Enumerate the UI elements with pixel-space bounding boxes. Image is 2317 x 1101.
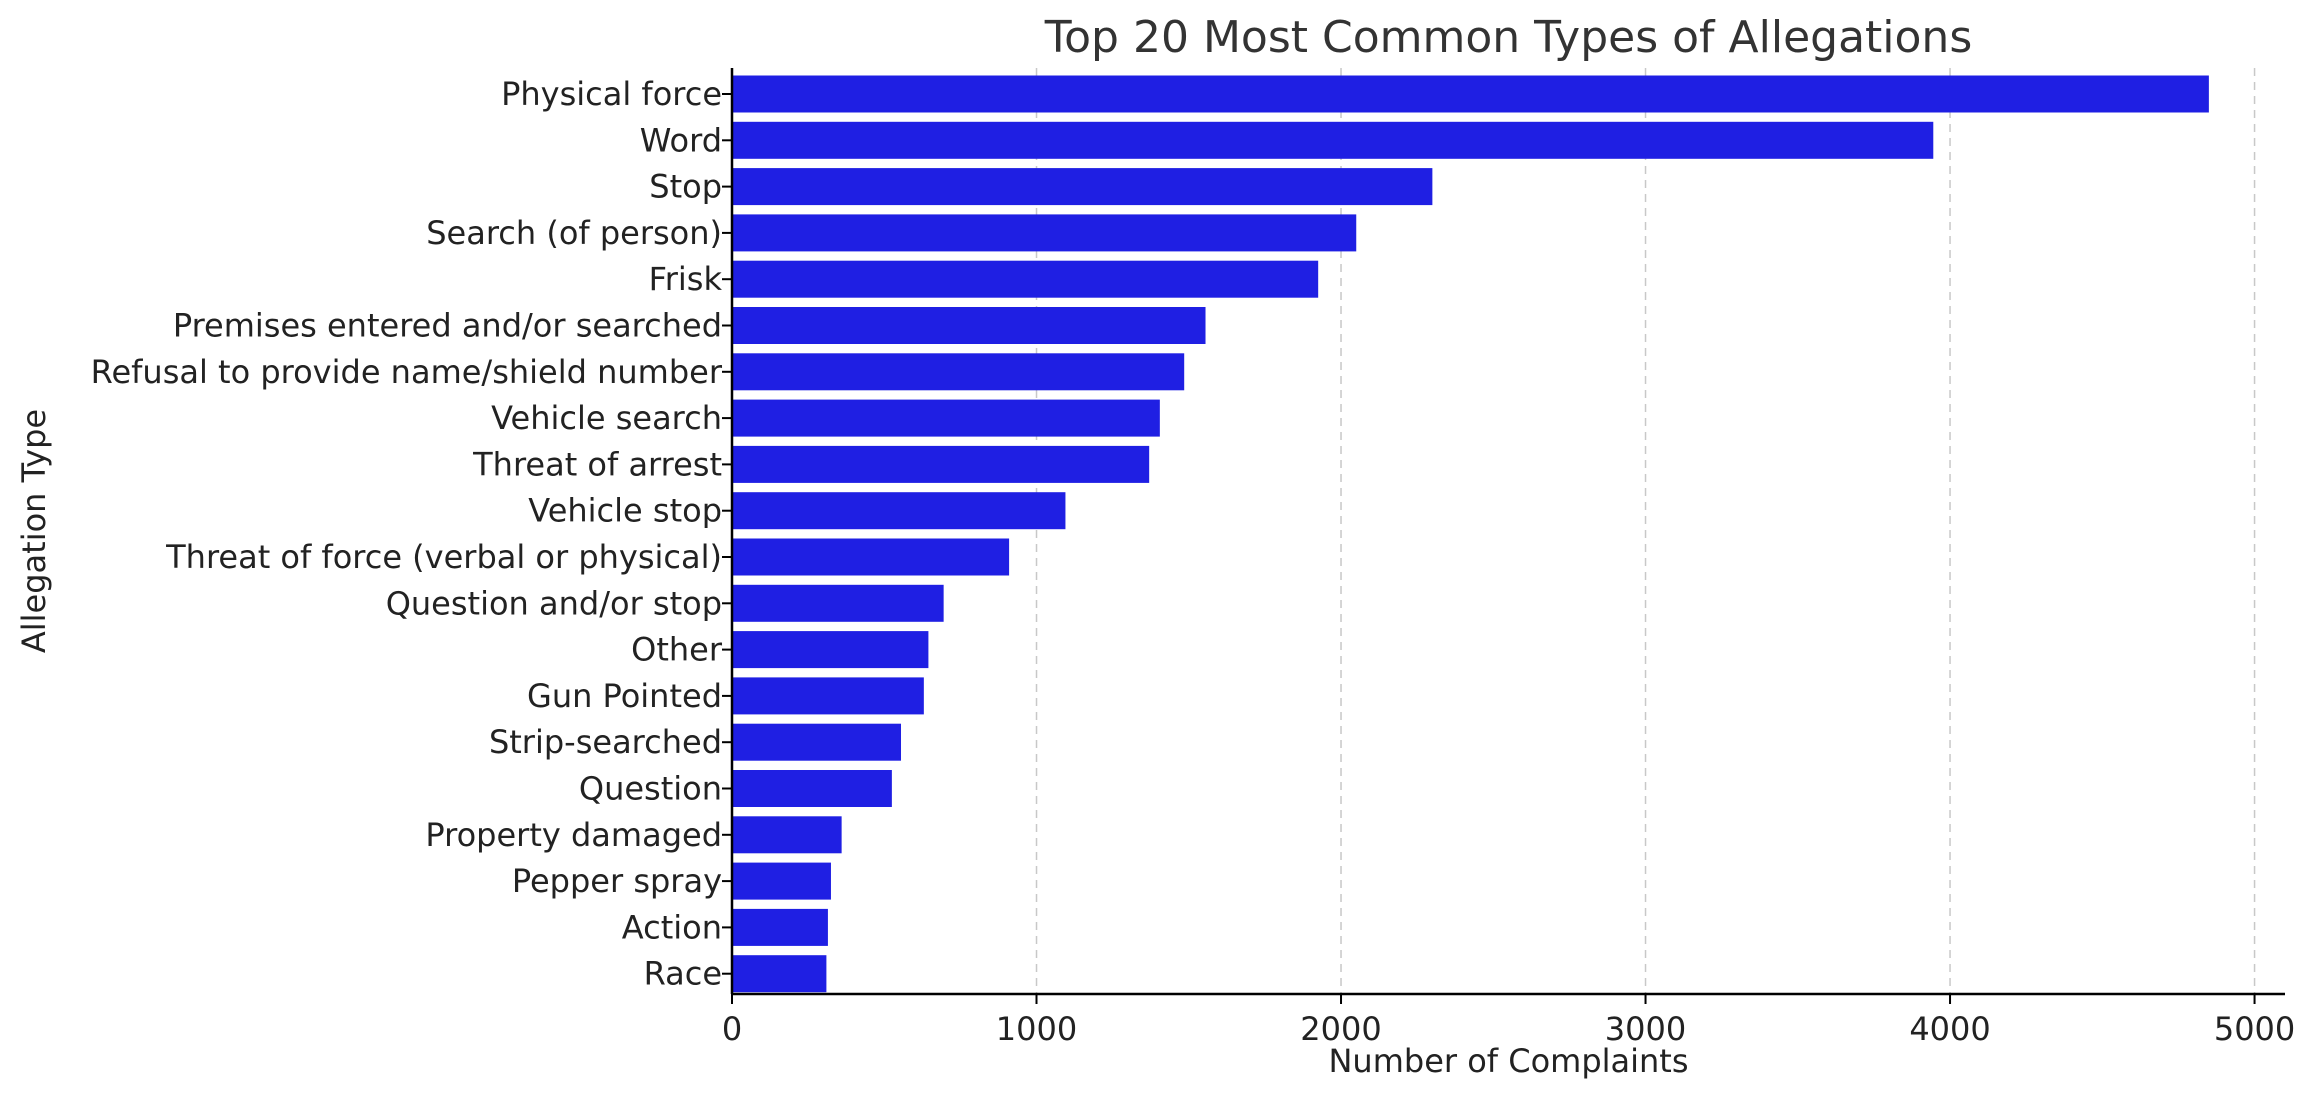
bar (732, 584, 944, 622)
y-tick-label: Action (622, 908, 722, 946)
bar (732, 538, 1010, 576)
labels: Top 20 Most Common Types of Allegations … (15, 12, 1972, 1080)
bars (732, 75, 2209, 993)
bar (732, 955, 827, 993)
x-tick-label: 4000 (1909, 1010, 1990, 1048)
y-tick-label: Search (of person) (426, 214, 722, 252)
y-tick-label: Property damaged (425, 816, 722, 854)
y-tick-label: Vehicle search (491, 399, 722, 437)
bar (732, 75, 2209, 113)
y-axis-label: Allegation Type (15, 409, 53, 653)
bar (732, 399, 1160, 437)
y-tick-label: Race (644, 955, 722, 993)
y-tick-label: Question and/or stop (386, 584, 722, 622)
bar (732, 214, 1357, 252)
bar (732, 168, 1433, 206)
y-tick-label: Premises entered and/or searched (173, 307, 722, 345)
bar (732, 677, 924, 715)
y-tick-label: Frisk (649, 260, 723, 298)
y-tick-label: Question (579, 770, 722, 808)
bar (732, 631, 929, 669)
x-tick-label: 0 (722, 1010, 742, 1048)
bar (732, 816, 842, 854)
bar (732, 260, 1319, 298)
x-tick-label: 1000 (996, 1010, 1077, 1048)
x-tick-label: 3000 (1605, 1010, 1686, 1048)
y-tick-label: Refusal to provide name/shield number (91, 353, 723, 391)
y-tick-label: Strip-searched (489, 723, 722, 761)
chart-title: Top 20 Most Common Types of Allegations (1044, 12, 1973, 63)
bar (732, 492, 1066, 530)
y-tick-label: Pepper spray (512, 862, 722, 900)
bar (732, 770, 892, 807)
bar (732, 445, 1150, 483)
x-tick-label: 2000 (1300, 1010, 1381, 1048)
y-tick-label: Threat of arrest (472, 445, 722, 483)
axes: 0 1000 2000 3000 4000 5000 Physical force Word S… (91, 68, 2295, 1048)
bar (732, 862, 831, 900)
y-tick-label: Word (640, 121, 722, 159)
y-tick-label: Stop (649, 168, 722, 206)
x-axis-label: Number of Complaints (1328, 1042, 1688, 1080)
y-tick-label: Threat of force (verbal or physical) (165, 538, 722, 576)
bar (732, 353, 1185, 391)
bar (732, 723, 902, 761)
gridlines (1035, 68, 2256, 994)
y-tick-label: Other (631, 631, 723, 669)
y-tick-label: Vehicle stop (528, 492, 722, 530)
bar (732, 307, 1206, 344)
y-tick-label: Gun Pointed (527, 677, 722, 715)
y-tick-label: Physical force (501, 75, 722, 113)
bar (732, 121, 1934, 159)
x-tick-label: 5000 (2214, 1010, 2295, 1048)
bar (732, 908, 828, 946)
